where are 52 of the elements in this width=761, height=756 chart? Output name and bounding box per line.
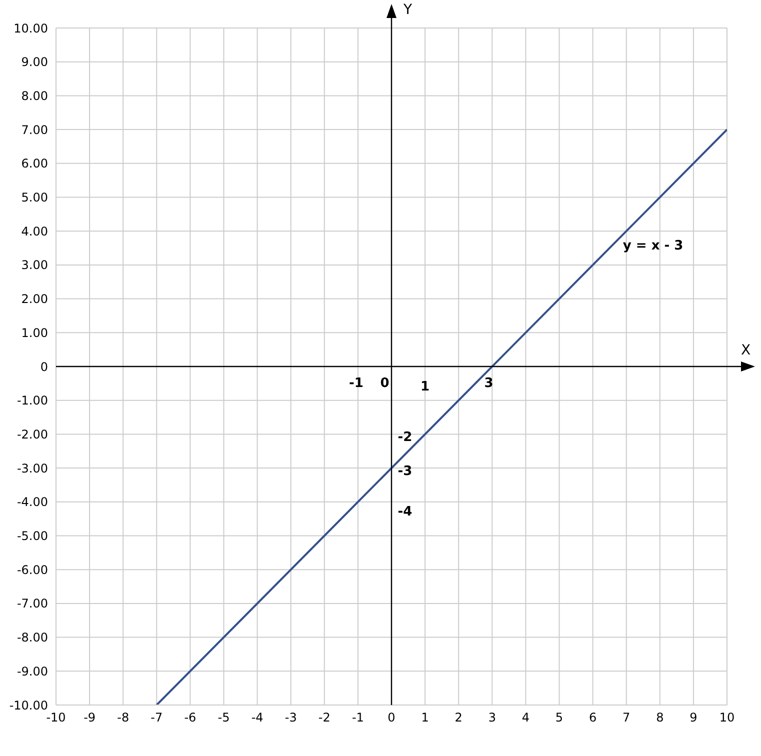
x-tick-label: -7 [150,710,163,725]
x-tick-label: 6 [588,710,597,725]
y-tick-label: -1.00 [16,394,48,408]
y-tick-label: -6.00 [16,562,48,577]
y-tick-label: 2.00 [21,292,48,306]
annotation: -1 [349,376,364,391]
y-tick-label: 4.00 [21,224,48,238]
x-tick-label: 8 [656,710,664,725]
x-tick-label: 7 [622,710,630,725]
y-tick-label: 9.00 [21,55,48,70]
y-tick-label: 1.00 [21,326,48,340]
annotation: -4 [398,504,412,520]
annotation: -3 [398,464,412,479]
y-tick-label: -2.00 [16,427,48,442]
x-tick-label: -8 [117,710,130,725]
x-tick-label: -4 [251,710,264,725]
x-tick-label: -5 [218,710,230,725]
y-tick-label: -8.00 [16,630,48,645]
y-axis-title: Y [402,2,412,18]
y-tick-label: -7.00 [16,596,48,611]
x-tick-label: -1 [352,710,364,725]
y-tick-label: -3.00 [16,461,48,476]
x-tick-label: 10 [719,710,735,725]
annotation: 1 [420,379,430,394]
y-tick-label: -5.00 [16,529,48,544]
y-tick-label: 8.00 [21,88,48,103]
y-tick-label: -9.00 [16,664,48,678]
annotation: y = x - 3 [622,238,684,254]
y-tick-label: 7.00 [21,122,48,137]
x-tick-label: -6 [184,710,196,725]
x-axis-title: X [741,342,751,358]
x-tick-label: 0 [388,710,396,725]
x-tick-label: 1 [421,710,429,725]
annotation: 0 [380,376,390,391]
x-tick-label: 9 [690,710,698,725]
annotation: 3 [484,376,494,391]
x-tick-label: 2 [454,710,462,725]
x-tick-label: -2 [318,710,330,725]
y-tick-label: 6.00 [21,156,48,171]
y-tick-label: 5.00 [21,190,48,205]
y-tick-label: 10.00 [14,21,48,36]
y-tick-label: 3.00 [21,258,48,272]
y-tick-label: -10.00 [9,698,48,712]
x-tick-label: 4 [522,710,530,725]
y-tick-label: 0 [40,360,48,374]
x-tick-label: 3 [488,710,496,725]
x-tick-label: -3 [284,710,297,725]
y-tick-label: -4.00 [16,495,48,510]
annotation: -2 [398,430,412,446]
x-tick-label: 5 [555,710,564,725]
x-tick-label: -9 [84,710,96,725]
x-tick-label: -10 [46,710,66,725]
